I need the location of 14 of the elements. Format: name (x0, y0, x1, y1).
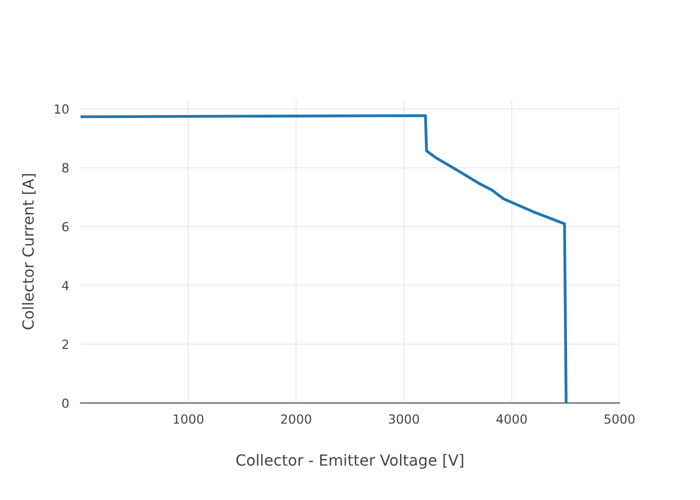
y-tick-label: 4 (62, 280, 69, 290)
x-tick-label: 4000 (496, 414, 527, 424)
x-axis-title: Collector - Emitter Voltage [V] (236, 454, 464, 469)
x-tick-label: 5000 (604, 414, 635, 424)
y-tick-label: 8 (62, 163, 69, 173)
x-tick-label: 3000 (388, 414, 419, 424)
y-tick-label: 10 (54, 104, 69, 114)
y-tick-label: 0 (62, 398, 69, 408)
y-axis-title: Collector Current [A] (22, 174, 36, 330)
x-tick-label: 2000 (281, 414, 312, 424)
y-tick-label: 2 (62, 340, 68, 349)
y-tick-label: 6 (62, 222, 69, 232)
line-series (80, 114, 568, 403)
x-tick-label: 1000 (174, 414, 204, 424)
